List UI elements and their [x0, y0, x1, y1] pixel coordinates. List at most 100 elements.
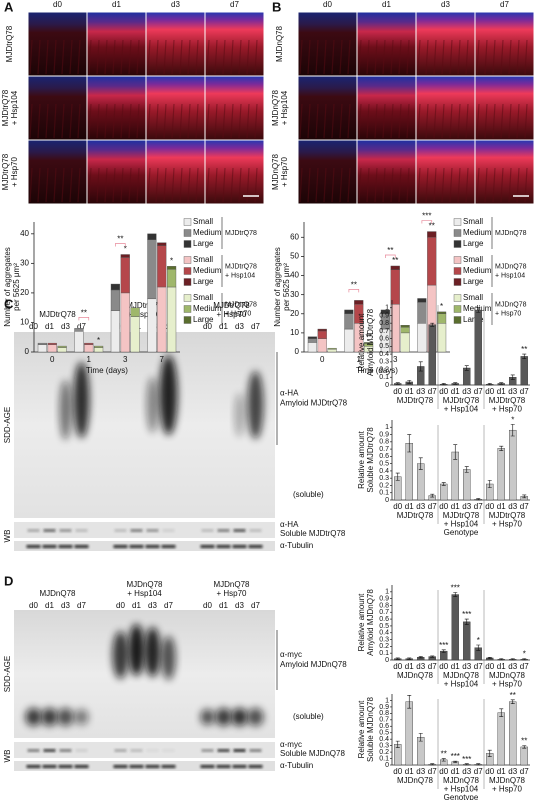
wb-band [114, 749, 127, 752]
axon-texture [508, 39, 512, 75]
axon-texture [516, 39, 520, 75]
x-tick-label: d3 [508, 387, 517, 396]
x-tick-label: d7 [520, 662, 529, 671]
axon-texture [347, 167, 351, 203]
bar-segment [417, 302, 427, 324]
blot-group-label: + Hsp104 [127, 310, 162, 319]
column-header: d1 [382, 0, 391, 9]
axon-texture [457, 103, 461, 139]
axon-texture [96, 167, 100, 203]
y-tick-label: 0.4 [379, 736, 389, 743]
axon-texture [112, 167, 116, 203]
y-tick-label: 0.2 [379, 482, 389, 489]
legend-label: Large [193, 277, 214, 286]
axon-texture [524, 39, 528, 75]
x-tick-label: d0 [485, 767, 494, 776]
compare-bracket [421, 220, 433, 224]
legend-swatch [183, 229, 192, 237]
error-bar [522, 353, 527, 360]
y-tick-label: 40 [20, 229, 29, 238]
lane-label: d3 [61, 601, 70, 610]
tubulin-band [248, 545, 263, 548]
axon-texture [299, 39, 303, 75]
error-bar [487, 383, 492, 386]
blot-smear [73, 362, 90, 438]
y-tick-label: 0.7 [379, 446, 389, 453]
error-bar [487, 480, 492, 488]
wb-band [43, 529, 56, 532]
axon-texture [37, 167, 41, 203]
legend-swatch [183, 218, 192, 226]
axon-texture [195, 103, 199, 139]
error-bar [522, 658, 527, 661]
y-tick-label: 0.5 [379, 460, 389, 467]
bar-segment [327, 348, 337, 353]
bar-segment [307, 336, 317, 339]
x-tick-label: d3 [508, 767, 517, 776]
x-tick-label: d0 [393, 387, 402, 396]
y-tick-label: 10 [20, 318, 29, 327]
axon-texture [417, 39, 421, 75]
x-tick-label: d1 [405, 387, 414, 396]
axon-texture [96, 103, 100, 139]
blot-smear [41, 708, 58, 726]
significance-mark: * [97, 336, 100, 345]
axon-texture [179, 103, 183, 139]
legend-label: Medium [463, 304, 492, 313]
significance-mark: * [170, 256, 173, 265]
axon-texture [331, 39, 335, 75]
x-tick-label: 1 [357, 355, 362, 364]
legend-label: Large [193, 315, 214, 324]
bar-segment [157, 286, 167, 353]
error-bar [464, 618, 469, 625]
axon-texture [299, 103, 303, 139]
group-label: MJDnQ78 [397, 671, 434, 680]
legend-swatch [453, 294, 462, 302]
target-label: Amyloid MJDtrQ78 [280, 399, 348, 408]
error-bar [476, 498, 481, 501]
axon-texture [374, 103, 378, 139]
row-label: + Hsp104 [10, 90, 19, 125]
y-tick-label: 1 [385, 424, 389, 431]
axon-texture [222, 167, 226, 203]
legend-label: Small [193, 255, 213, 264]
axon-texture [398, 103, 402, 139]
axon-texture [366, 103, 370, 139]
bar-segment [147, 298, 157, 353]
legend-swatch [453, 267, 462, 275]
y-tick-label: 30 [20, 258, 29, 267]
wb-blot [14, 522, 275, 538]
axon-texture [187, 39, 191, 75]
y-tick-label: 0.1 [379, 755, 389, 762]
column-header: d0 [323, 0, 332, 9]
blot-group-label: MJDnQ78 [126, 580, 163, 589]
wb-band [114, 529, 127, 532]
axon-texture [492, 103, 496, 139]
x-tick-label: d0 [485, 662, 494, 671]
bar-segment [390, 265, 400, 270]
axon-texture [147, 103, 151, 139]
lane-label: d7 [77, 601, 86, 610]
axon-texture [398, 167, 402, 203]
wb-band [75, 529, 88, 532]
tubulin-band [200, 765, 215, 768]
axon-texture [254, 39, 258, 75]
y-tick-label: 0 [385, 762, 389, 769]
y-axis-label: Amyloid MJDtrQ78 [366, 308, 375, 376]
axon-texture [128, 103, 132, 139]
micrograph [205, 140, 264, 204]
group-label: MJDnQ78 [397, 776, 434, 785]
axon-texture [112, 39, 116, 75]
x-tick-label: 1 [87, 355, 92, 364]
axon-texture [61, 39, 65, 75]
legend-label: Medium [193, 304, 222, 313]
axon-texture [61, 103, 65, 139]
loading-label: α-Tubulin [280, 761, 313, 770]
column-header: d3 [441, 0, 450, 9]
tubulin-band [113, 765, 128, 768]
tubulin-band [200, 545, 215, 548]
x-tick-label: d7 [474, 767, 483, 776]
x-tick-label: d3 [462, 387, 471, 396]
bar-segment [417, 298, 427, 303]
axon-texture [417, 103, 421, 139]
